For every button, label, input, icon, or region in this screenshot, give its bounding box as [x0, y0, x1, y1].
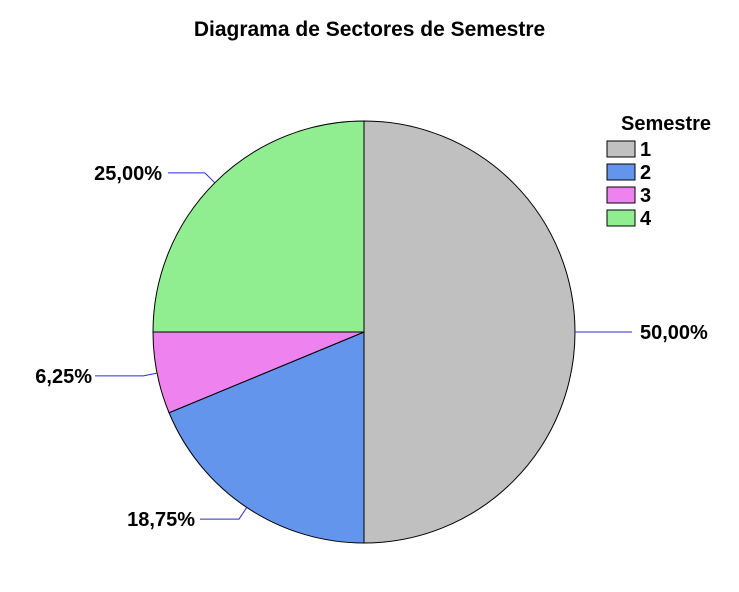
- pie-slices: [152, 120, 576, 544]
- legend-swatch-3: [606, 186, 636, 204]
- leader-line-3: [95, 372, 158, 377]
- legend-label-2: 2: [640, 162, 651, 184]
- slice-label-2: 18,75%: [127, 509, 195, 531]
- legend-label-1: 1: [640, 139, 651, 161]
- pie-slice-1: [363, 120, 576, 544]
- slice-label-1: 50,00%: [640, 322, 708, 344]
- chart-title: Diagrama de Sectores de Semestre: [193, 18, 546, 41]
- legend-label-3: 3: [640, 185, 651, 207]
- slice-label-4: 25,00%: [94, 163, 162, 185]
- leader-line-2: [200, 507, 248, 520]
- legend-swatch-2: [606, 163, 636, 181]
- legend-title: Semestre: [621, 113, 711, 135]
- leader-line-4: [168, 172, 216, 184]
- leader-lines: [95, 172, 632, 520]
- legend-label-4: 4: [640, 208, 652, 230]
- slice-labels: 50,00% 18,75% 6,25% 25,00%: [35, 163, 708, 531]
- slice-label-3: 6,25%: [35, 366, 92, 388]
- pie-slice-2: [168, 331, 365, 544]
- legend-swatch-1: [606, 140, 636, 158]
- legend-swatch-4: [606, 209, 636, 227]
- pie-slice-4: [152, 120, 365, 333]
